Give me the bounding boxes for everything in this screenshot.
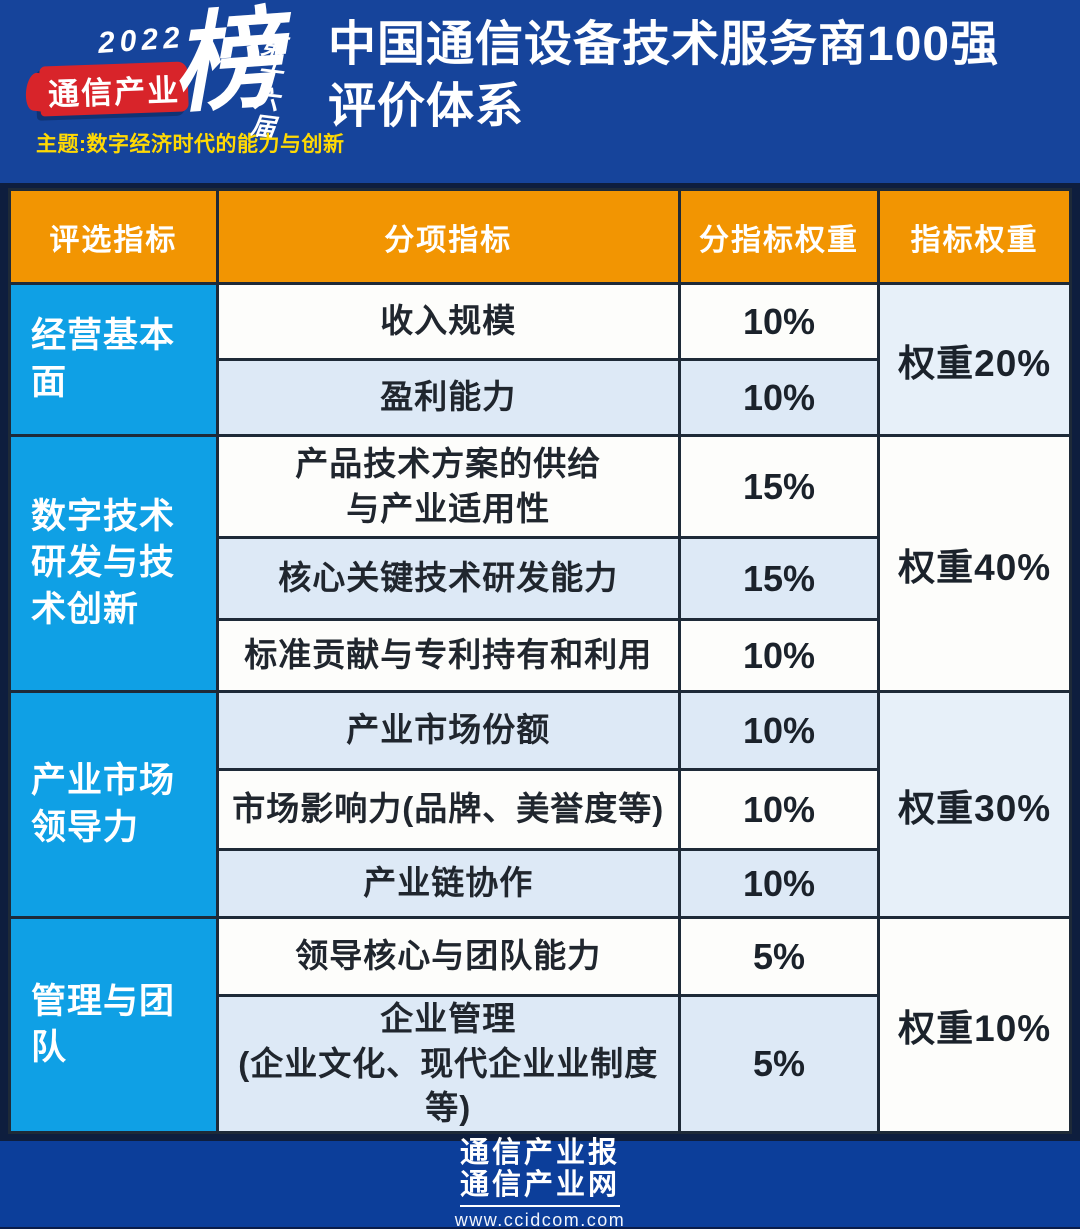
footer: 通信产业报 通信产业网 www.ccidcom.com bbox=[0, 1137, 1080, 1229]
item-cell: 产品技术方案的供给 与产业适用性 bbox=[215, 434, 681, 539]
evaluation-table-wrap: 评选指标 分项指标 分指标权重 指标权重 经营基本面 收入规模 10% 权重20… bbox=[0, 183, 1080, 1141]
footer-website-label: 通信产业网 bbox=[459, 1169, 620, 1207]
pct-cell: 10% bbox=[677, 618, 881, 693]
pct-cell: 15% bbox=[677, 536, 881, 621]
header-indicator-weight: 指标权重 bbox=[877, 188, 1072, 285]
table-row: 核心关键技术研发能力 15% bbox=[10, 536, 1071, 621]
table-row: 企业管理 (企业文化、现代企业业制度等) 5% bbox=[10, 994, 1071, 1134]
category-cell: 管理与团队 bbox=[8, 916, 219, 1134]
item-cell: 盈利能力 bbox=[215, 358, 681, 437]
page-title-line1: 中国通信设备技术服务商100强 bbox=[328, 18, 1000, 71]
header-sub-indicator: 分项指标 bbox=[215, 188, 681, 285]
weight-cell: 权重40% bbox=[877, 434, 1072, 693]
footer-newspaper-label: 通信产业报 bbox=[459, 1136, 620, 1169]
table-row: 数字技术研发与技术创新 产品技术方案的供给 与产业适用性 15% 权重40% bbox=[8, 434, 1072, 693]
page-title: 中国通信设备技术服务商100强 评价体系 bbox=[328, 14, 1068, 138]
pct-cell: 10% bbox=[677, 768, 881, 851]
banner: 2022 通信产业 榜 第十六届 主题:数字经济时代的能力与创新 中国通信设备技… bbox=[0, 0, 1080, 183]
pct-cell: 5% bbox=[677, 994, 881, 1134]
item-cell: 核心关键技术研发能力 bbox=[215, 536, 681, 621]
logo-theme-label: 主题:数字经济时代的能力与创新 bbox=[36, 133, 345, 156]
header-sub-indicator-weight: 分指标权重 bbox=[677, 188, 881, 285]
table-header-row: 评选指标 分项指标 分指标权重 指标权重 bbox=[8, 188, 1072, 285]
pct-cell: 5% bbox=[677, 916, 881, 997]
table-row: 管理与团队 领导核心与团队能力 5% 权重10% bbox=[8, 916, 1072, 1134]
award-logo: 2022 通信产业 榜 第十六届 主题:数字经济时代的能力与创新 bbox=[0, 0, 344, 183]
category-cell: 数字技术研发与技术创新 bbox=[8, 434, 219, 693]
evaluation-table: 评选指标 分项指标 分指标权重 指标权重 经营基本面 收入规模 10% 权重20… bbox=[8, 188, 1072, 1134]
pct-cell: 10% bbox=[677, 690, 881, 771]
footer-brand: 通信产业报 通信产业网 www.ccidcom.com bbox=[455, 1137, 626, 1229]
pct-cell: 15% bbox=[677, 434, 881, 539]
table-row: 产业链协作 10% bbox=[10, 848, 1071, 919]
weight-cell: 权重30% bbox=[877, 690, 1072, 919]
weight-cell: 权重20% bbox=[877, 282, 1072, 437]
bottom-edge-dark bbox=[0, 1226, 1080, 1229]
category-cell: 产业市场领导力 bbox=[8, 690, 219, 919]
footer-url: www.ccidcom.com bbox=[454, 1209, 626, 1229]
pct-cell: 10% bbox=[677, 848, 881, 919]
item-cell: 产业链协作 bbox=[215, 848, 681, 919]
item-cell: 市场影响力(品牌、美誉度等) bbox=[215, 768, 681, 851]
logo-red-ribbon: 通信产业 bbox=[39, 61, 189, 117]
header-selection-indicator: 评选指标 bbox=[8, 188, 219, 285]
table-row: 盈利能力 10% bbox=[10, 358, 1071, 437]
pct-cell: 10% bbox=[677, 282, 881, 361]
table-row: 产业市场领导力 产业市场份额 10% 权重30% bbox=[8, 690, 1072, 919]
item-cell: 产业市场份额 bbox=[215, 690, 681, 771]
item-cell: 收入规模 bbox=[215, 282, 681, 361]
category-cell: 经营基本面 bbox=[8, 282, 219, 437]
table-row: 经营基本面 收入规模 10% 权重20% bbox=[8, 282, 1072, 437]
logo-brand-label: 通信产业 bbox=[47, 72, 181, 112]
weight-cell: 权重10% bbox=[877, 916, 1072, 1134]
item-cell: 领导核心与团队能力 bbox=[215, 916, 681, 997]
table-row: 市场影响力(品牌、美誉度等) 10% bbox=[10, 768, 1071, 851]
item-cell: 标准贡献与专利持有和利用 bbox=[215, 618, 681, 693]
page-title-line2: 评价体系 bbox=[328, 80, 525, 133]
table-row: 标准贡献与专利持有和利用 10% bbox=[10, 618, 1071, 693]
item-cell: 企业管理 (企业文化、现代企业业制度等) bbox=[215, 994, 681, 1134]
pct-cell: 10% bbox=[677, 358, 881, 437]
